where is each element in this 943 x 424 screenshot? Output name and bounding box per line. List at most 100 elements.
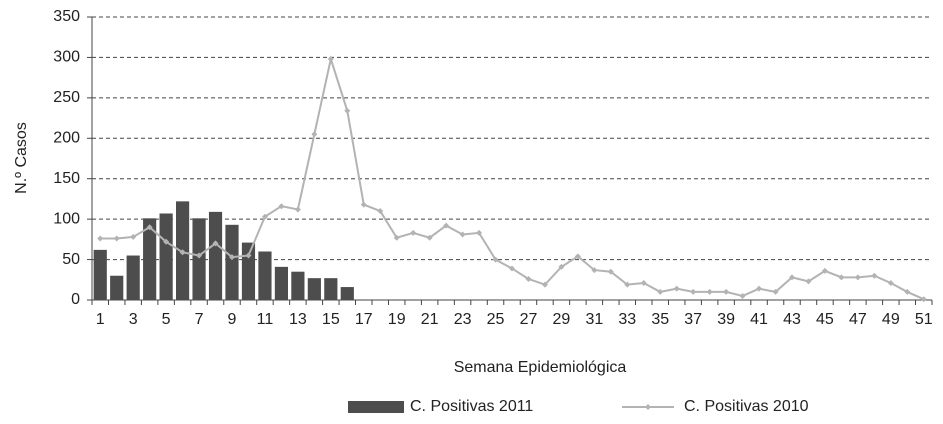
bar [110, 275, 124, 300]
line-marker [360, 201, 367, 208]
line-marker [426, 234, 433, 241]
x-tick-label: 17 [355, 311, 373, 328]
line-marker [723, 288, 730, 295]
x-axis-label: Semana Epidemiológica [454, 359, 627, 376]
y-tick-label: 300 [53, 49, 80, 66]
x-tick-label: 21 [421, 311, 439, 328]
line-marker [344, 107, 351, 114]
line-marker [640, 280, 647, 287]
x-tick-label: 27 [520, 311, 538, 328]
line-marker [97, 235, 104, 242]
y-tick-label: 200 [53, 130, 80, 147]
x-tick-label: 3 [129, 311, 138, 328]
bar [324, 278, 338, 300]
line-marker [377, 208, 384, 215]
line-marker [607, 268, 614, 275]
bar [258, 251, 272, 300]
legend-label: C. Positivas 2010 [684, 398, 809, 415]
line-marker [756, 285, 763, 292]
line-marker [558, 263, 565, 270]
line-marker [821, 267, 828, 274]
x-tick-label: 43 [783, 311, 801, 328]
x-tick-label: 23 [454, 311, 472, 328]
legend-swatch [348, 401, 404, 413]
x-tick-label: 1 [96, 311, 105, 328]
line-marker [904, 288, 911, 295]
line-marker [805, 278, 812, 285]
x-tick-label: 13 [289, 311, 307, 328]
bar [340, 287, 354, 300]
y-tick-label: 250 [53, 89, 80, 106]
line-marker [476, 229, 483, 236]
x-tick-label: 31 [585, 311, 603, 328]
bar [143, 218, 157, 300]
line-marker [706, 288, 713, 295]
line-marker [146, 224, 153, 231]
y-tick-label: 150 [53, 170, 80, 187]
x-tick-label: 39 [717, 311, 735, 328]
line-marker [443, 222, 450, 229]
x-tick-label: 49 [882, 311, 900, 328]
line-marker [311, 131, 318, 138]
bar [225, 224, 239, 300]
line-marker [509, 265, 515, 272]
x-tick-label: 9 [228, 311, 237, 328]
x-tick-label: 29 [553, 311, 571, 328]
bar [126, 255, 140, 300]
line-marker [871, 272, 878, 279]
line-marker [887, 280, 894, 287]
x-tick-label: 33 [618, 311, 636, 328]
line-marker [838, 274, 845, 281]
line-marker [739, 292, 746, 299]
y-tick-label: 0 [71, 291, 80, 308]
line-marker [229, 254, 235, 261]
line-marker [459, 231, 466, 238]
bar [307, 278, 321, 300]
x-tick-label: 37 [684, 311, 702, 328]
line-marker [574, 253, 581, 260]
line-marker [789, 274, 795, 281]
line-marker [591, 267, 598, 274]
x-tick-label: 25 [487, 311, 505, 328]
bar [159, 213, 173, 300]
line-marker [492, 256, 499, 263]
bar [192, 218, 206, 300]
line-marker [245, 252, 252, 259]
line-marker [179, 249, 186, 256]
line-marker [327, 56, 334, 63]
bar [274, 266, 288, 300]
line-marker [673, 285, 680, 292]
line-marker [772, 288, 779, 295]
bar [241, 242, 256, 300]
line-marker [410, 229, 417, 236]
line-marker [130, 233, 137, 240]
y-tick-label: 50 [62, 251, 80, 268]
line-marker [212, 240, 219, 247]
line-marker [163, 238, 170, 245]
x-tick-label: 41 [750, 311, 768, 328]
y-tick-label: 100 [53, 210, 80, 227]
line-marker [920, 296, 927, 303]
bar [291, 271, 305, 300]
line-marker [393, 234, 400, 241]
x-tick-label: 35 [651, 311, 669, 328]
line-marker [261, 213, 268, 220]
x-tick-label: 7 [195, 311, 204, 328]
x-tick-label: 5 [162, 311, 171, 328]
line-marker [525, 275, 532, 282]
line-marker [294, 206, 301, 213]
bar [208, 211, 223, 300]
legend-marker [645, 404, 651, 410]
y-tick-label: 350 [53, 8, 80, 25]
line-marker [541, 281, 548, 288]
x-tick-label: 51 [915, 311, 933, 328]
bar [93, 249, 107, 300]
legend-label: C. Positivas 2011 [410, 398, 533, 415]
x-tick-label: 11 [257, 311, 274, 328]
x-tick-label: 15 [322, 311, 340, 328]
x-tick-label: 47 [849, 311, 867, 328]
line-marker [196, 252, 203, 259]
x-tick-label: 19 [388, 311, 406, 328]
y-axis-label: N.º Casos [13, 122, 30, 194]
